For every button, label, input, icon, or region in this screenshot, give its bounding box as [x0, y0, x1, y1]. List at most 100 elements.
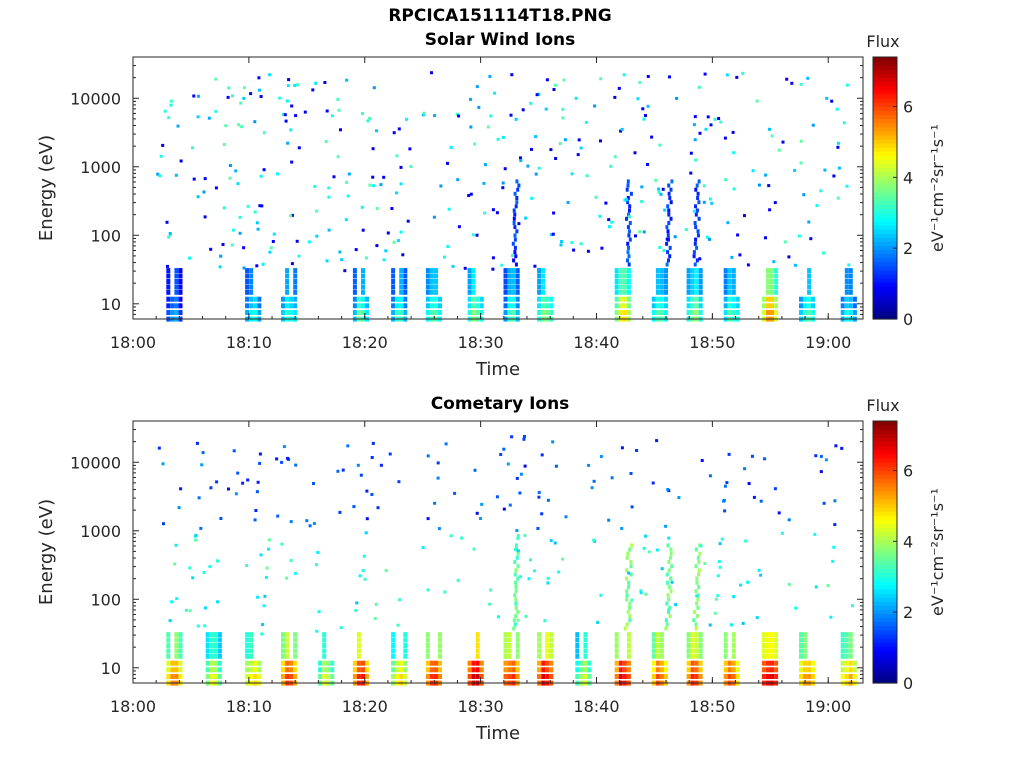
flux-cell: [766, 284, 770, 290]
flux-cell: [618, 273, 623, 279]
flux-cell: [541, 303, 546, 309]
flux-cell: [807, 279, 812, 284]
flux-cell: [511, 268, 516, 274]
flux-cell: [666, 233, 670, 238]
flux-cell: [174, 279, 179, 284]
flux-cell: [267, 538, 271, 542]
flux-cell: [657, 187, 661, 191]
flux-cell: [537, 643, 542, 648]
flux-cell: [475, 643, 480, 648]
flux-cell: [833, 499, 837, 503]
flux-cell: [599, 77, 603, 81]
flux-cell: [799, 303, 803, 309]
flux-cell: [495, 495, 499, 499]
flux-cell: [285, 667, 290, 673]
flux-cell: [330, 660, 335, 666]
flux-cell: [166, 310, 171, 315]
flux-cell: [222, 143, 226, 146]
flux-cell: [483, 163, 487, 167]
flux-cell: [179, 159, 183, 163]
flux-cell: [692, 254, 696, 259]
flux-cell: [626, 225, 630, 230]
flux-cell: [642, 230, 646, 234]
flux-cell: [491, 267, 495, 271]
flux-cell: [583, 648, 588, 654]
flux-cell: [290, 104, 294, 108]
colorbar-segment: [873, 658, 897, 664]
flux-cell: [625, 568, 629, 573]
flux-cell: [662, 249, 666, 252]
flux-cell: [509, 113, 513, 117]
flux-cell: [844, 653, 849, 659]
flux-cell: [799, 637, 803, 643]
flux-cell: [280, 542, 284, 546]
flux-cell: [746, 580, 750, 584]
flux-cell: [312, 522, 316, 525]
flux-cell: [773, 487, 777, 491]
flux-cell: [549, 648, 554, 654]
flux-cell: [503, 289, 508, 295]
flux-cell: [690, 273, 695, 279]
flux-cell: [519, 472, 523, 476]
flux-cell: [655, 674, 660, 679]
flux-cell: [625, 622, 629, 627]
flux-cell: [513, 233, 517, 238]
flux-cell: [770, 289, 774, 295]
flux-cell: [371, 175, 375, 179]
flux-cell: [696, 191, 700, 196]
flux-cell: [668, 196, 672, 200]
flux-cell: [781, 140, 785, 144]
flux-cell: [655, 637, 660, 643]
flux-cell: [391, 273, 396, 279]
flux-cell: [263, 594, 267, 598]
flux-cell: [669, 187, 673, 192]
colorbar-tick-label: 0: [903, 674, 913, 693]
flux-cell: [799, 82, 803, 86]
flux-cell: [852, 674, 857, 679]
flux-cell: [166, 268, 171, 274]
flux-cell: [371, 441, 375, 445]
flux-cell: [289, 296, 294, 302]
flux-cell: [326, 674, 331, 679]
flux-cell: [708, 197, 712, 201]
colorbar-segment: [873, 421, 897, 426]
flux-cell: [698, 653, 703, 659]
flux-cell: [379, 463, 383, 467]
flux-cell: [245, 643, 250, 648]
flux-cell: [570, 172, 574, 176]
flux-cell: [285, 310, 290, 315]
flux-cell: [666, 250, 670, 255]
flux-cell: [253, 667, 258, 673]
flux-cell: [356, 637, 361, 643]
flux-cell: [209, 653, 214, 659]
flux-cell: [774, 648, 779, 654]
flux-cell: [254, 509, 258, 512]
flux-cell: [322, 667, 327, 673]
flux-cell: [657, 190, 661, 194]
flux-cell: [338, 250, 342, 254]
flux-cell: [723, 268, 728, 274]
flux-cell: [844, 273, 849, 279]
flux-cell: [391, 653, 396, 659]
flux-cell: [338, 510, 342, 514]
flux-cell: [553, 83, 557, 87]
flux-cell: [515, 674, 520, 679]
flux-cell: [698, 643, 703, 648]
flux-cell: [625, 198, 629, 202]
flux-cell: [770, 268, 774, 274]
flux-cell: [213, 674, 218, 679]
flux-cell: [689, 151, 693, 155]
flux-cell: [702, 200, 706, 204]
y-tick-label: 10: [101, 295, 121, 314]
x-tick-label: 19:00: [805, 697, 851, 716]
flux-cell: [627, 245, 630, 250]
flux-cell: [655, 548, 659, 552]
flux-cell: [623, 626, 627, 631]
flux-cell: [240, 125, 244, 129]
flux-cell: [217, 643, 222, 648]
flux-cell: [575, 667, 580, 673]
flux-cell: [690, 279, 695, 284]
flux-cell: [695, 576, 699, 581]
flux-cell: [655, 632, 660, 638]
flux-cell: [166, 273, 171, 279]
